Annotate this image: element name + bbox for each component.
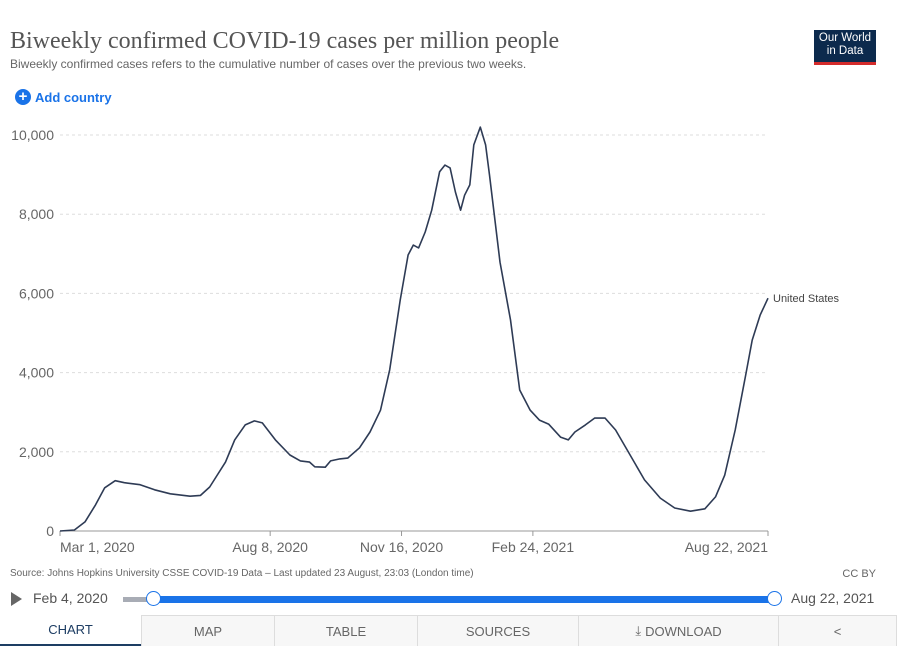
license-link[interactable]: CC BY bbox=[842, 568, 876, 580]
timeline-start-handle[interactable] bbox=[146, 591, 161, 606]
y-tick-label: 4,000 bbox=[19, 365, 54, 381]
y-tick-label: 2,000 bbox=[19, 444, 54, 460]
tab-bar: CHART MAP TABLE SOURCES ⤓ DOWNLOAD < bbox=[0, 615, 897, 646]
timeline-end-date: Aug 22, 2021 bbox=[791, 590, 875, 606]
series-label: United States bbox=[773, 293, 840, 305]
series-line-united-states bbox=[59, 126, 769, 532]
share-icon: < bbox=[833, 623, 842, 639]
logo-line1: Our World bbox=[818, 32, 872, 44]
x-tick-label: Feb 24, 2021 bbox=[492, 539, 575, 555]
share-button[interactable]: < bbox=[778, 615, 897, 646]
timeline-track-unselected[interactable] bbox=[123, 597, 153, 602]
x-tick-label: Aug 22, 2021 bbox=[685, 539, 769, 555]
tab-download[interactable]: ⤓ DOWNLOAD bbox=[578, 615, 778, 646]
y-tick-label: 6,000 bbox=[19, 285, 54, 301]
chart-title: Biweekly confirmed COVID-19 cases per mi… bbox=[10, 28, 560, 54]
chart-subtitle: Biweekly confirmed cases refers to the c… bbox=[10, 57, 527, 71]
tab-table[interactable]: TABLE bbox=[274, 615, 417, 646]
y-tick-label: 8,000 bbox=[19, 206, 54, 222]
plus-circle-icon: + bbox=[15, 89, 31, 105]
tab-map[interactable]: MAP bbox=[141, 615, 274, 646]
add-country-label: Add country bbox=[35, 89, 112, 105]
x-tick-label: Mar 1, 2020 bbox=[60, 539, 135, 555]
x-tick-label: Aug 8, 2020 bbox=[232, 539, 308, 555]
owid-logo[interactable]: Our World in Data bbox=[814, 30, 876, 65]
tab-chart[interactable]: CHART bbox=[0, 615, 141, 646]
timeline-start-date: Feb 4, 2020 bbox=[33, 590, 108, 606]
x-tick-label: Nov 16, 2020 bbox=[360, 539, 443, 555]
download-label: DOWNLOAD bbox=[645, 623, 722, 639]
line-chart: 0 2,000 4,000 6,000 8,000 10,000 Mar 1, 2020 Au… bbox=[11, 126, 840, 555]
add-country-button[interactable]: + Add country bbox=[15, 89, 112, 105]
download-icon: ⤓ bbox=[635, 623, 642, 638]
source-note: Source: Johns Hopkins University CSSE CO… bbox=[10, 568, 474, 579]
tab-sources[interactable]: SOURCES bbox=[417, 615, 578, 646]
timeline-track-selected[interactable] bbox=[153, 596, 775, 603]
y-tick-label: 0 bbox=[46, 523, 54, 539]
logo-line2: in Data bbox=[826, 45, 864, 57]
play-icon[interactable] bbox=[11, 592, 22, 606]
y-tick-label: 10,000 bbox=[11, 127, 54, 143]
timeline-end-handle[interactable] bbox=[767, 591, 782, 606]
